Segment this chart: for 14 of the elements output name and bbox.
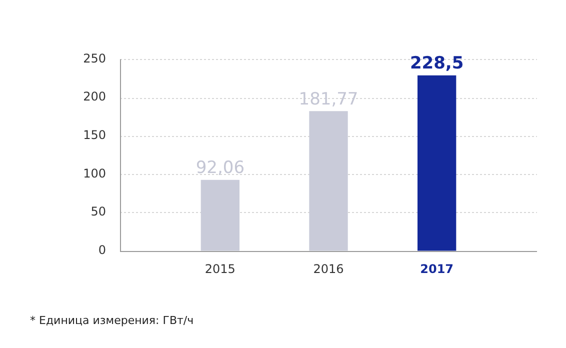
y-tick-label: 200 — [83, 90, 106, 104]
y-tick-label: 0 — [98, 242, 106, 257]
x-tick-label: 2016 — [313, 262, 344, 276]
text: * Единица измерения: ГВт/ч — [30, 314, 194, 327]
data-label: 228,5 — [410, 54, 464, 74]
y-tick-label: 50 — [90, 204, 106, 219]
data-label: 181,77 — [298, 89, 358, 110]
y-tick-label: 150 — [83, 128, 106, 142]
data-label: 92,06 — [196, 158, 245, 178]
x-tick-label: 2017 — [420, 262, 454, 276]
bar — [418, 75, 456, 251]
y-tick-label: 250 — [83, 51, 106, 66]
x-tick-label: 2015 — [204, 262, 236, 276]
y-tick-label: 100 — [83, 166, 106, 180]
